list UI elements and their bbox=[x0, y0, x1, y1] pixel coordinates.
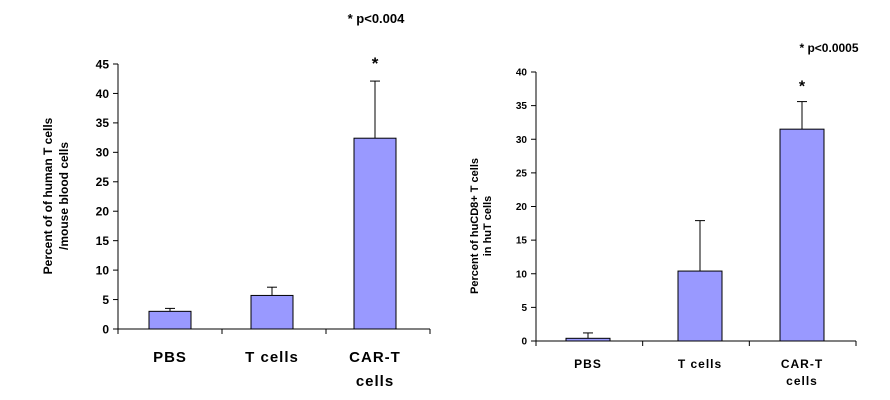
y-axis-title: Percent of of human T cells/mouse blood … bbox=[41, 117, 71, 274]
p-value-annotation: * p<0.0005 bbox=[799, 41, 858, 55]
category-label: PBS bbox=[153, 349, 187, 366]
y-tick-label: 0 bbox=[102, 322, 109, 336]
bar-t-cells bbox=[677, 270, 723, 342]
y-tick-label: 45 bbox=[96, 57, 110, 71]
category-label: cells bbox=[786, 374, 818, 388]
y-tick-label: 25 bbox=[96, 175, 110, 189]
category-label: CAR-T bbox=[781, 357, 823, 371]
y-axis-label-line: /mouse blood cells bbox=[57, 142, 71, 250]
y-tick-label: 10 bbox=[516, 269, 528, 280]
y-tick-label: 40 bbox=[96, 87, 110, 101]
category-label: PBS bbox=[574, 357, 602, 371]
chart-1: 0 5 10 15 20 25 30 35 40 45 PBS T cells CAR-T cells * *… bbox=[41, 11, 431, 390]
bar-car-t-cells bbox=[779, 128, 825, 342]
y-tick-label: 35 bbox=[96, 116, 110, 130]
bar-car-t-cells bbox=[353, 137, 397, 330]
y-tick-label: 35 bbox=[516, 101, 528, 112]
y-tick-label: 20 bbox=[516, 202, 528, 213]
chart-2: 0 5 10 15 20 25 30 35 40 PBS T cells CAR-T cells * * p… bbox=[469, 41, 859, 388]
p-value-annotation: * p<0.004 bbox=[348, 11, 406, 26]
y-tick-label: 30 bbox=[96, 146, 110, 160]
y-tick-label: 25 bbox=[516, 168, 528, 179]
category-label: cells bbox=[356, 373, 394, 390]
y-tick-label: 0 bbox=[521, 337, 527, 348]
y-tick-label: 20 bbox=[96, 205, 110, 219]
bar-pbs bbox=[148, 310, 192, 330]
y-tick-label: 15 bbox=[96, 234, 110, 248]
y-axis-label-line: Percent of of human T cells bbox=[41, 117, 55, 274]
y-axis-label-line: in huT cells bbox=[482, 196, 494, 257]
category-label: T cells bbox=[245, 349, 299, 366]
y-tick-label: 5 bbox=[102, 293, 109, 307]
y-tick-label: 5 bbox=[521, 303, 527, 314]
category-label: T cells bbox=[678, 357, 722, 371]
y-axis-title: Percent of huCD8+ T cells in huT cells bbox=[469, 158, 494, 294]
significance-star: * bbox=[799, 79, 806, 96]
category-label: CAR-T bbox=[349, 349, 401, 366]
y-tick-label: 15 bbox=[516, 236, 528, 247]
y-tick-label: 30 bbox=[516, 135, 528, 146]
y-tick-label: 10 bbox=[96, 263, 110, 277]
y-axis-label-line: Percent of huCD8+ T cells bbox=[469, 158, 481, 294]
bar-t-cells bbox=[250, 294, 294, 330]
significance-star: * bbox=[372, 54, 379, 73]
bar-pbs bbox=[565, 337, 611, 342]
y-tick-label: 40 bbox=[516, 68, 528, 79]
